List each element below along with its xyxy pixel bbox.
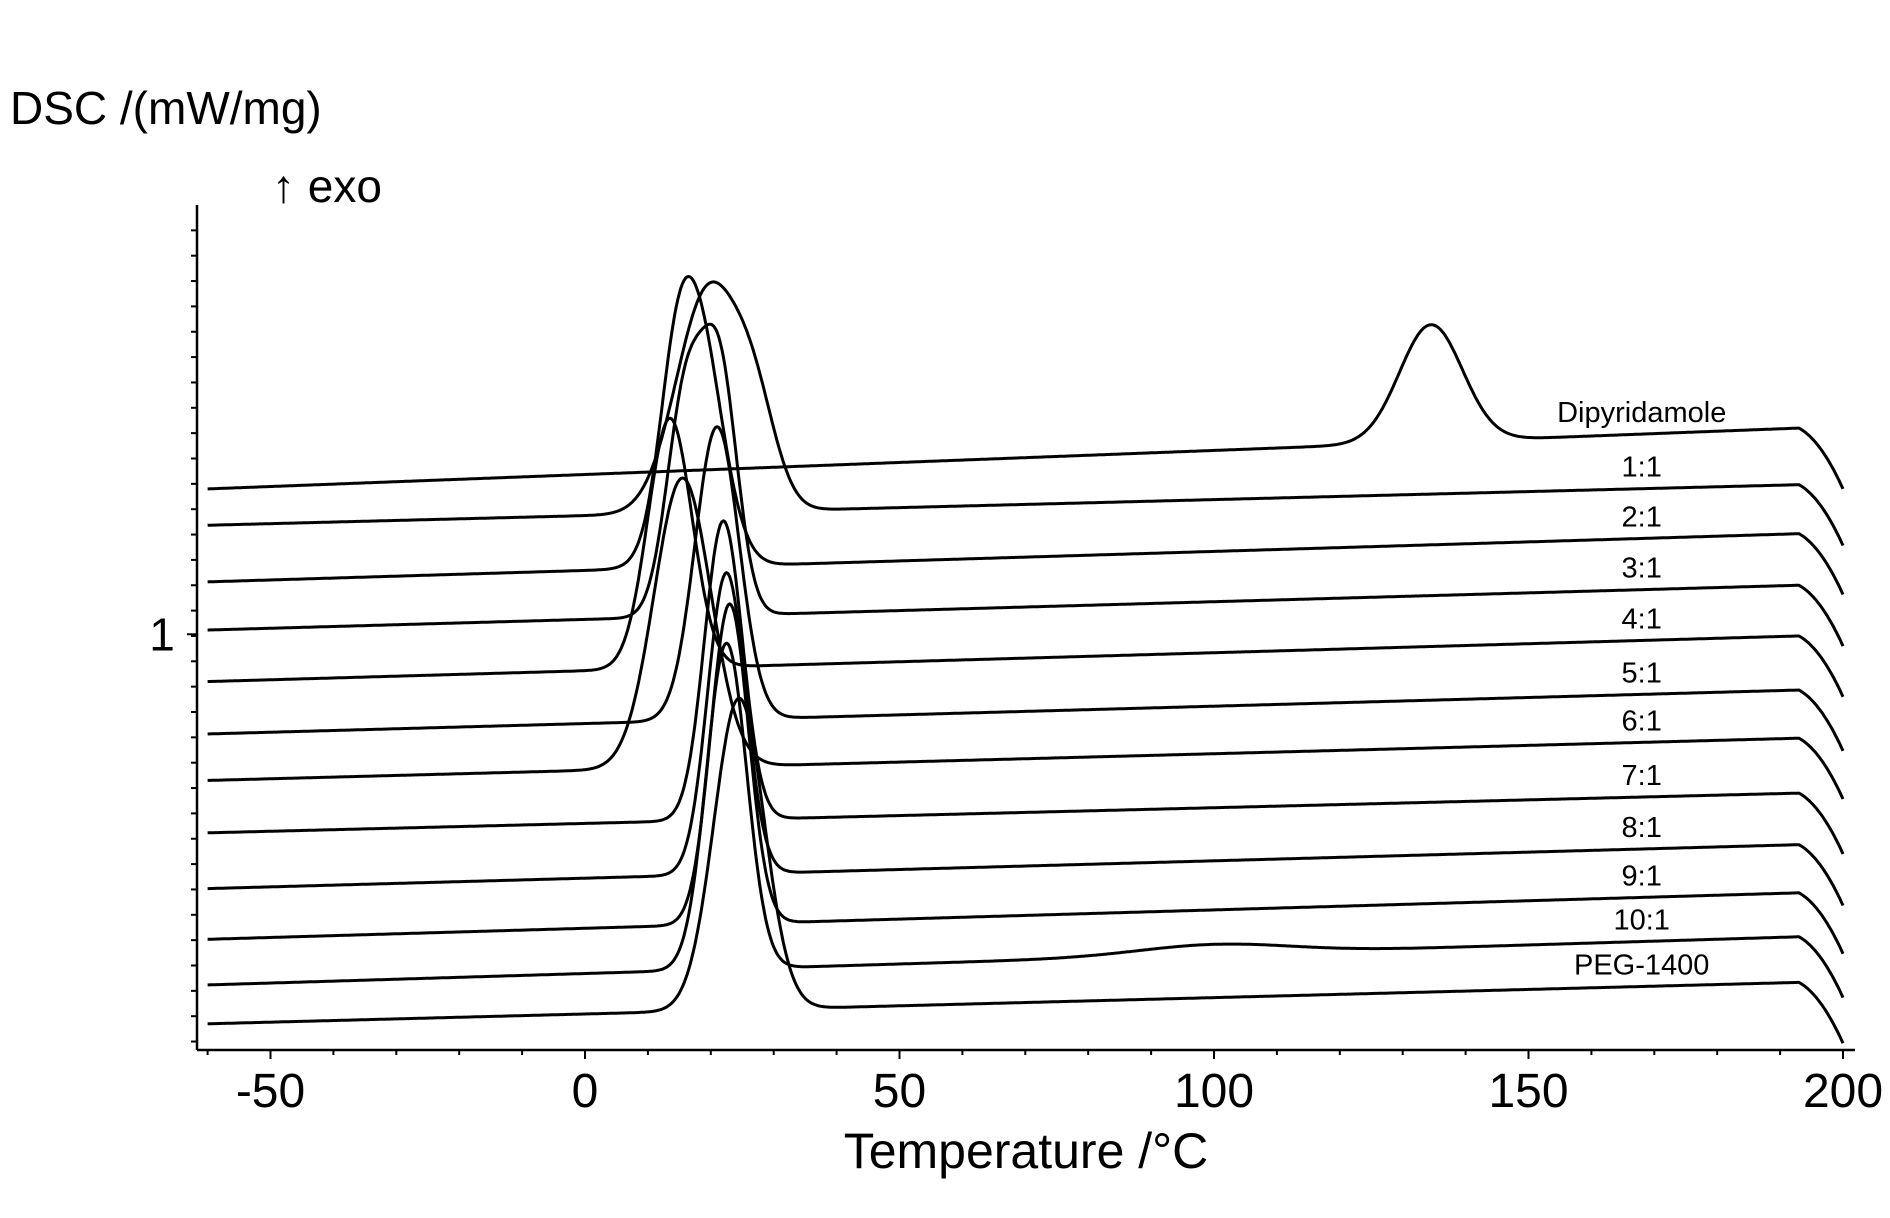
series-label: 10:1 bbox=[1613, 905, 1669, 937]
dsc-curve-9-1 bbox=[207, 602, 1845, 955]
series-label: PEG-1400 bbox=[1574, 949, 1709, 981]
dsc-curve-8-1 bbox=[207, 571, 1845, 907]
exo-direction-label: ↑ exo bbox=[272, 160, 382, 212]
x-tick-label: -50 bbox=[236, 1065, 305, 1118]
dsc-curve-2-1 bbox=[207, 275, 1845, 596]
series-label: Dipyridamole bbox=[1557, 397, 1726, 429]
y-tick-label: 1 bbox=[149, 608, 175, 660]
dsc-curve-peg-1400 bbox=[207, 696, 1845, 1044]
x-tick-label: 200 bbox=[1803, 1065, 1883, 1118]
series-label: 4:1 bbox=[1622, 603, 1662, 635]
series-label: 5:1 bbox=[1622, 657, 1662, 689]
dsc-curve-dipyridamole bbox=[207, 323, 1845, 491]
dsc-curve-10-1 bbox=[207, 641, 1845, 999]
y-axis-label: DSC /(mW/mg) bbox=[10, 82, 322, 134]
dsc-curve-1-1 bbox=[207, 280, 1845, 547]
series-label: 3:1 bbox=[1622, 553, 1662, 585]
dsc-curve-5-1 bbox=[207, 425, 1845, 752]
x-tick-label: 150 bbox=[1488, 1065, 1568, 1118]
dsc-curve-3-1 bbox=[207, 322, 1845, 647]
dsc-curve-6-1 bbox=[207, 476, 1845, 800]
series-label: 2:1 bbox=[1622, 501, 1662, 533]
series-label: 7:1 bbox=[1622, 760, 1662, 792]
x-tick-label: 50 bbox=[873, 1065, 926, 1118]
x-tick-label: 0 bbox=[572, 1065, 599, 1118]
series-label: 6:1 bbox=[1622, 705, 1662, 737]
series-label: 9:1 bbox=[1622, 860, 1662, 892]
dsc-curve-4-1 bbox=[207, 416, 1845, 698]
x-tick-label: 100 bbox=[1174, 1065, 1254, 1118]
series-label: 8:1 bbox=[1622, 812, 1662, 844]
x-axis-label: Temperature /°C bbox=[844, 1123, 1209, 1179]
series-label: 1:1 bbox=[1622, 452, 1662, 484]
dsc-curve-7-1 bbox=[207, 519, 1845, 855]
